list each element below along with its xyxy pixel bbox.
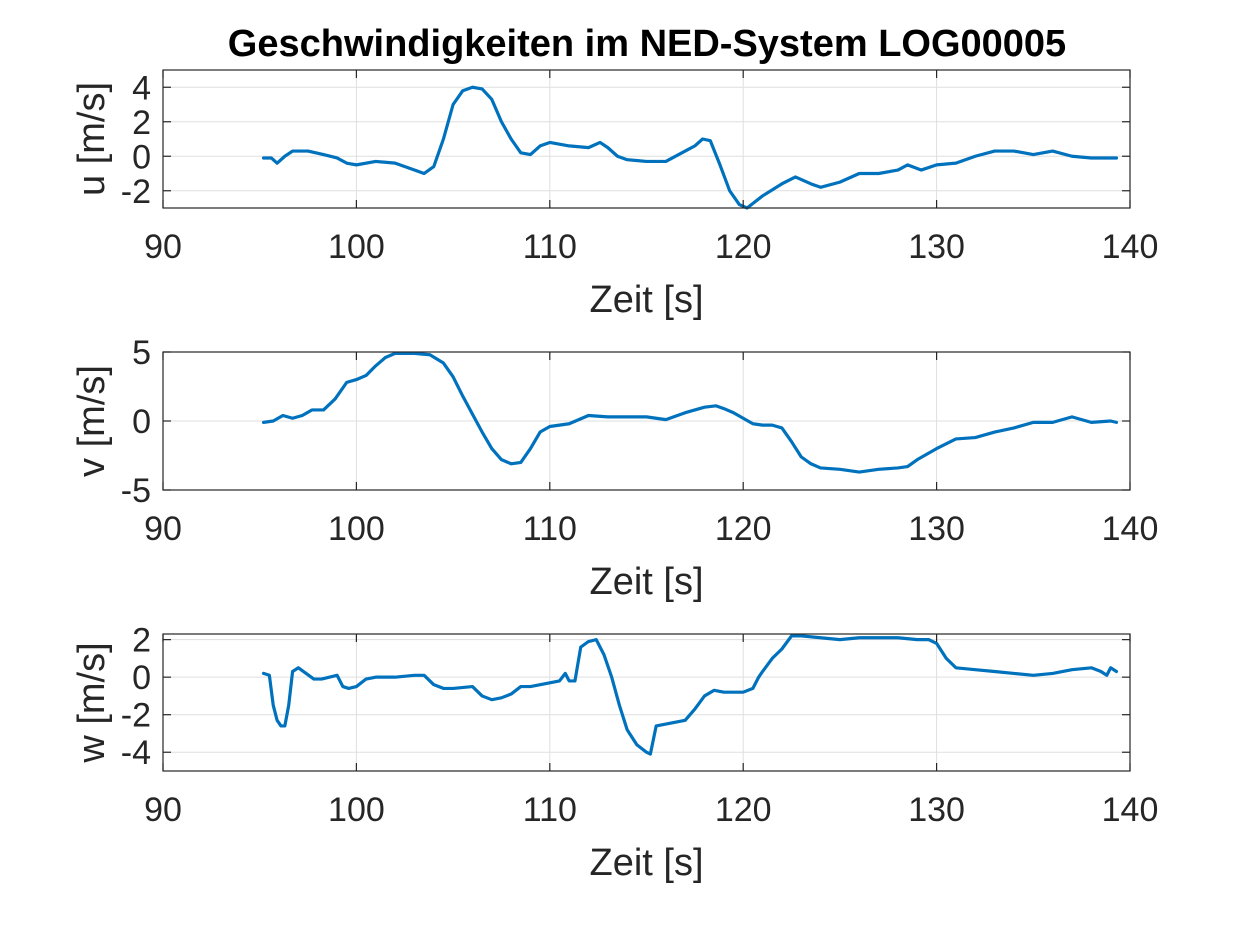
y-tick-label: -2 bbox=[121, 697, 151, 735]
axes-box bbox=[162, 69, 1131, 209]
y-tick-label: 0 bbox=[132, 659, 151, 697]
x-tick-label: 90 bbox=[144, 791, 182, 829]
x-tick-label: 140 bbox=[1102, 228, 1159, 266]
x-tick-label: 110 bbox=[523, 791, 577, 829]
x-tick-label: 120 bbox=[715, 791, 772, 829]
x-tick-label: 130 bbox=[908, 791, 965, 829]
figure-title: Geschwindigkeiten im NED-System LOG00005 bbox=[228, 23, 1066, 65]
x-tick-label: 110 bbox=[523, 510, 577, 548]
subplot-2: 90 100 110 120 130 140 -5 0 5 Zeit [s] v [m/s] bbox=[71, 334, 1158, 603]
x-tick-label: 130 bbox=[908, 510, 965, 548]
x-tick-label: 110 bbox=[523, 228, 577, 266]
y-tick-label: 2 bbox=[132, 104, 151, 142]
x-tick-label: 100 bbox=[328, 510, 385, 548]
x-tick-label: 100 bbox=[328, 791, 385, 829]
x-tick-label: 90 bbox=[144, 510, 182, 548]
y-axis-label: v [m/s] bbox=[71, 365, 113, 477]
x-axis-label: Zeit [s] bbox=[589, 561, 703, 603]
x-axis-label: Zeit [s] bbox=[589, 842, 703, 884]
x-tick-label: 130 bbox=[908, 228, 965, 266]
subplot-3: 90 100 110 120 130 140 -4-202 Zeit [s] w [m/s] bbox=[71, 622, 1158, 884]
x-tick-label: 140 bbox=[1102, 510, 1159, 548]
y-axis-label: u [m/s] bbox=[71, 82, 113, 196]
y-tick-label: -2 bbox=[121, 173, 151, 211]
x-tick-label: 100 bbox=[328, 228, 385, 266]
x-tick-label: 140 bbox=[1102, 791, 1159, 829]
y-tick-label: 0 bbox=[132, 403, 151, 441]
y-axis-label: w [m/s] bbox=[71, 642, 113, 763]
grid-lines bbox=[162, 351, 1131, 491]
axes-box bbox=[162, 633, 1131, 772]
x-tick-label: 120 bbox=[715, 228, 772, 266]
series-line bbox=[261, 351, 1119, 474]
series-line bbox=[261, 634, 1119, 756]
y-tick-label: 5 bbox=[132, 334, 151, 372]
y-tick-label: -4 bbox=[121, 734, 151, 772]
y-tick-label: -5 bbox=[121, 472, 151, 510]
grid-lines bbox=[162, 70, 1131, 208]
y-tick-label: 0 bbox=[132, 138, 151, 176]
x-tick-label: 90 bbox=[144, 228, 182, 266]
x-axis-label: Zeit [s] bbox=[589, 279, 703, 321]
x-tick-label: 120 bbox=[715, 510, 772, 548]
series-line bbox=[261, 85, 1119, 210]
y-tick-label: 4 bbox=[132, 69, 151, 107]
y-tick-label: 2 bbox=[132, 622, 151, 660]
